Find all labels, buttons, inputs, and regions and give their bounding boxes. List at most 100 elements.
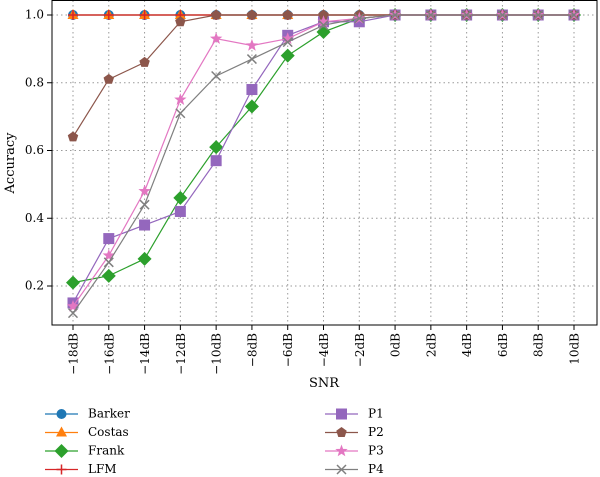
legend-marker-costas: [56, 426, 67, 437]
data-point-p4: [425, 9, 436, 21]
x-tick-label: −2dB: [353, 333, 367, 367]
legend-item-barker: Barker: [45, 407, 130, 421]
data-point-p4: [568, 9, 580, 21]
x-tick-label: 2dB: [424, 333, 438, 357]
data-point-p4: [211, 70, 222, 82]
x-tick-label: 4dB: [460, 333, 474, 357]
x-tick-label: −4dB: [317, 333, 331, 367]
data-point-p2: [67, 131, 79, 142]
legend: Barker Costas Frank LFM P1 P2 P3 P4: [45, 407, 384, 476]
y-tick-label: 0.2: [25, 279, 44, 293]
legend-label: Costas: [88, 425, 129, 439]
legend-marker-p1: [336, 408, 347, 420]
y-tick-label: 0.8: [25, 75, 44, 89]
x-tick-label: −6dB: [281, 333, 295, 367]
data-point-p4: [103, 257, 114, 268]
plot-frame: [51, 0, 598, 326]
legend-label: P3: [368, 444, 384, 458]
legend-label: LFM: [88, 462, 117, 476]
x-tick-label: −10dB: [210, 333, 224, 375]
legend-marker-frank: [54, 444, 69, 458]
series-lines: [66, 8, 581, 319]
data-point-frank: [101, 268, 116, 283]
legend-marker-p3: [335, 444, 348, 457]
data-point-frank: [209, 140, 224, 155]
y-tick-label: 0.6: [25, 143, 44, 157]
legend-item-frank: Frank: [45, 444, 125, 458]
legend-label: P4: [368, 462, 384, 476]
legend-item-p3: P3: [325, 444, 384, 458]
axes: −18dB −16dB −14dB −12dB −10dB −8dB −6dB −4dB −2d…: [25, 8, 582, 375]
grid-lines: [52, 0, 597, 325]
data-point-p4: [282, 37, 293, 48]
legend-item-lfm: LFM: [45, 462, 117, 476]
data-point-p4: [139, 199, 150, 210]
data-point-p2: [103, 73, 115, 84]
data-point-frank: [244, 99, 259, 114]
data-point-p2: [318, 9, 329, 20]
x-tick-label: −8dB: [245, 333, 259, 367]
legend-label: Frank: [88, 444, 125, 458]
data-point-p4: [533, 9, 544, 21]
x-tick-label: −14dB: [138, 333, 152, 375]
x-tick-label: 10dB: [568, 333, 582, 365]
data-point-p2: [139, 56, 150, 67]
data-point-p4: [67, 308, 79, 319]
data-point-p4: [390, 9, 401, 21]
legend-item-p2: P2: [325, 425, 384, 439]
legend-label: P1: [368, 407, 384, 421]
data-point-p2: [210, 9, 222, 20]
data-point-p1: [353, 16, 365, 28]
data-point-p3: [66, 299, 80, 312]
data-point-p1: [174, 205, 186, 217]
data-point-p4: [497, 9, 508, 21]
data-point-frank: [137, 251, 152, 266]
data-point-frank: [173, 190, 188, 205]
x-tick-label: 6dB: [496, 333, 510, 357]
legend-item-p1: P1: [325, 407, 384, 421]
legend-label: Barker: [88, 407, 130, 421]
legend-marker-p2: [336, 427, 347, 437]
data-point-p3: [174, 93, 187, 105]
legend-marker-barker: [56, 409, 67, 419]
data-point-p2: [175, 16, 186, 27]
legend-marker-lfm: [56, 464, 67, 475]
data-point-p4: [318, 20, 329, 31]
data-point-p4: [175, 108, 186, 119]
data-point-lfm: [139, 10, 150, 20]
data-point-p4: [461, 9, 472, 21]
y-axis-title: Accuracy: [3, 132, 18, 195]
data-point-p1: [139, 219, 151, 231]
x-axis-title: SNR: [309, 376, 340, 391]
y-tick-label: 0.4: [25, 211, 44, 225]
data-point-p2: [282, 9, 293, 20]
data-point-p3: [138, 184, 151, 197]
data-point-frank: [280, 48, 295, 63]
data-point-p3: [102, 249, 115, 261]
data-point-p3: [245, 38, 259, 51]
series-p4: [67, 9, 580, 319]
data-point-lfm: [68, 10, 78, 20]
data-point-p2: [246, 9, 258, 20]
x-tick-label: 8dB: [532, 333, 546, 357]
data-point-p1: [246, 84, 258, 96]
data-point-p4: [354, 13, 365, 24]
data-point-p1: [210, 155, 222, 167]
x-tick-label: −18dB: [67, 333, 81, 375]
y-tick-label: 1.0: [25, 8, 44, 22]
data-point-p3: [317, 15, 330, 28]
x-tick-label: 0dB: [389, 333, 403, 357]
data-point-p4: [246, 54, 257, 65]
data-point-lfm: [103, 10, 114, 20]
data-point-p1: [103, 233, 115, 245]
legend-item-p4: P4: [325, 462, 384, 476]
data-point-frank: [66, 275, 80, 290]
legend-label: P2: [368, 425, 384, 439]
legend-marker-p4: [336, 464, 347, 475]
data-point-p3: [209, 32, 223, 44]
x-tick-label: −16dB: [102, 333, 116, 375]
legend-item-costas: Costas: [45, 425, 129, 439]
data-point-p3: [281, 32, 294, 44]
x-tick-label: −12dB: [174, 333, 188, 375]
